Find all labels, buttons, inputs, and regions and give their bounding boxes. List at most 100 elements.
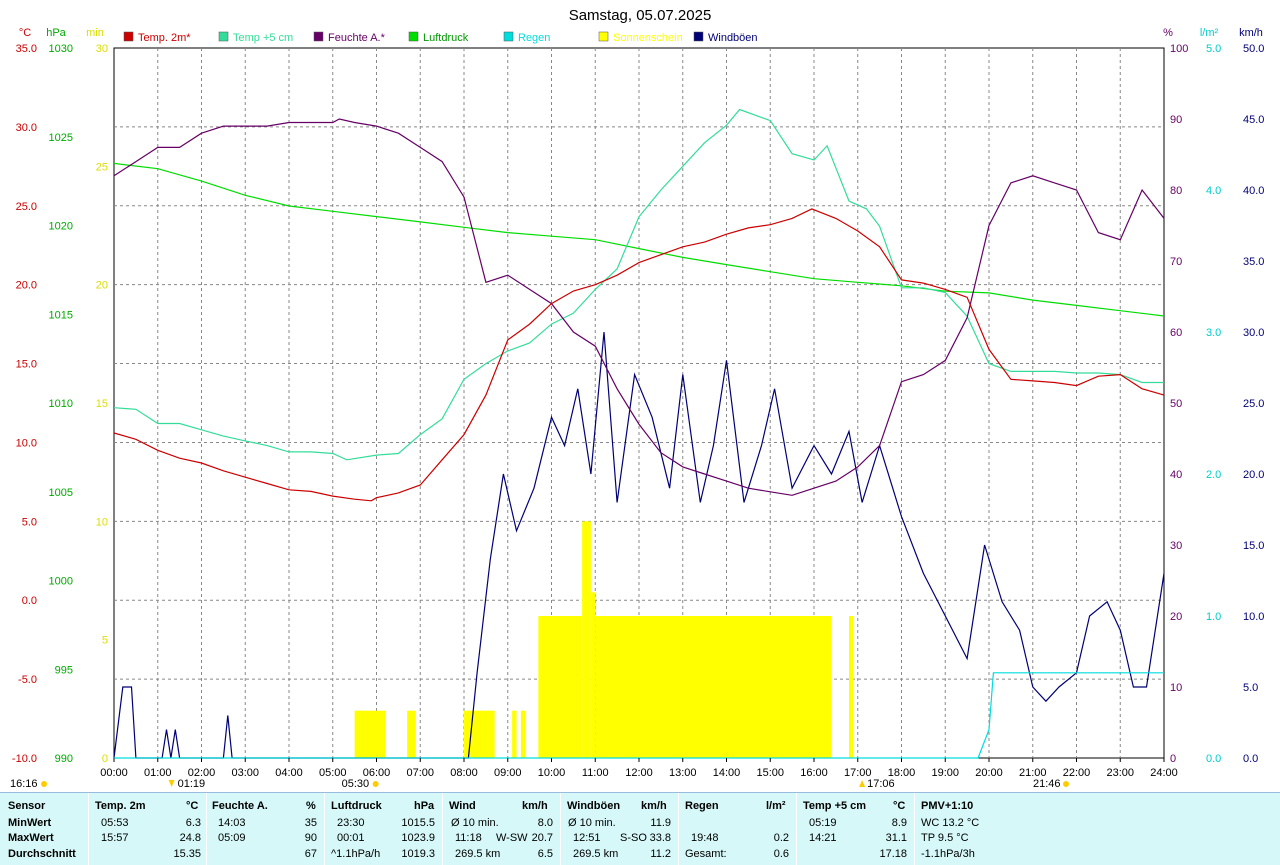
temp-5cm-line	[113, 108, 1164, 461]
pressure-line	[113, 162, 1165, 317]
temp2m-header: Temp. 2m	[95, 800, 146, 812]
minutes-tick-label: 15	[96, 398, 108, 410]
legend-swatch	[218, 31, 229, 42]
pressure-tick-label: 1020	[49, 221, 73, 233]
time-tick-label: 08:00	[450, 767, 478, 779]
axis-ticks: 35.0 30.0 25.0 20.0 15.0 10.0 5.0 0.0 -5.0 -10.0 1…	[12, 27, 1265, 779]
humidity-avg: 67	[304, 848, 317, 860]
humidity-tick-label: 0	[1170, 753, 1176, 765]
time-tick-label: 04:00	[275, 767, 303, 779]
rain-tick-label: 0.0	[1206, 753, 1221, 765]
temp2m-unit: °C	[186, 800, 199, 812]
wind-tick-label: 45.0	[1243, 114, 1264, 126]
wind-tick-label: 0.0	[1243, 753, 1258, 765]
pressure-min: 1015.5	[401, 817, 435, 829]
gusts-unit: km/h	[641, 800, 667, 812]
sunshine-bar	[538, 616, 583, 758]
sunset-label: 21:46	[1033, 778, 1061, 790]
legend-label: Feuchte A.*	[328, 32, 386, 44]
time-tick-label: 21:00	[1019, 767, 1047, 779]
time-tick-label: 24:00	[1150, 767, 1178, 779]
legend-swatch	[123, 31, 134, 42]
legend-swatch	[503, 31, 514, 42]
pressure-unit: hPa	[414, 800, 435, 812]
temp5-avg: 17.18	[879, 848, 907, 860]
sunset-icon	[1063, 781, 1069, 787]
wind-run: 269.5 km	[455, 848, 501, 860]
rain-tick-label: 3.0	[1206, 327, 1221, 339]
time-tick-label: 10:00	[538, 767, 566, 779]
time-tick-label: 18:00	[888, 767, 916, 779]
time-tick-label: 02:00	[188, 767, 216, 779]
humidity-tick-label: 90	[1170, 114, 1182, 126]
wind-avg: 6.5	[537, 848, 553, 860]
wind-unit: km/h	[522, 800, 548, 812]
temp2m-avg: 15.35	[173, 848, 201, 860]
humidity-tick-label: 20	[1170, 611, 1182, 623]
gusts-max-dir: S-SO	[620, 832, 647, 844]
time-tick-label: 01:00	[144, 767, 172, 779]
wind-tick-label: 50.0	[1243, 43, 1264, 55]
wind-axis-unit: km/h	[1239, 27, 1263, 39]
moonrise-label: 16:16	[10, 778, 38, 790]
humidity-tick-label: 70	[1170, 256, 1182, 268]
pressure-max-time: 00:01	[337, 832, 365, 844]
weather-chart: 35.0 30.0 25.0 20.0 15.0 10.0 5.0 0.0 -5.0 -10.0 1…	[10, 7, 1265, 790]
temp5-unit: °C	[893, 800, 906, 812]
pressure-tick-label: 1010	[49, 398, 73, 410]
rain-max: 0.2	[773, 832, 789, 844]
minutes-tick-label: 25	[96, 161, 108, 173]
pressure-max: 1023.9	[401, 832, 435, 844]
wind-tick-label: 20.0	[1243, 469, 1264, 481]
humidity-tick-label: 80	[1170, 185, 1182, 197]
legend-swatch	[598, 31, 609, 42]
sunshine-bar	[590, 592, 596, 758]
gusts-run: 269.5 km	[573, 848, 619, 860]
humidity-tick-label: 30	[1170, 540, 1182, 552]
time-tick-label: 12:00	[625, 767, 653, 779]
temp-tick-label: 5.0	[22, 516, 37, 528]
pmv-tp: TP 9.5 °C	[921, 832, 969, 844]
time-tick-label: 09:00	[494, 767, 522, 779]
noon-icon	[859, 780, 866, 787]
gusts-max-time: 12:51	[573, 832, 601, 844]
minutes-tick-label: 5	[102, 635, 108, 647]
rain-total-label: Gesamt:	[685, 848, 727, 860]
pressure-tick-label: 990	[55, 753, 73, 765]
legend-swatch	[408, 31, 419, 42]
temp-tick-label: 25.0	[16, 201, 37, 213]
temp-tick-label: 20.0	[16, 280, 37, 292]
gusts-avg-label: Ø 10 min.	[568, 817, 616, 829]
time-tick-label: 07:00	[406, 767, 434, 779]
temp-tick-label: 30.0	[16, 122, 37, 134]
pressure-tick-label: 1000	[49, 576, 73, 588]
temp-tick-label: -10.0	[12, 753, 37, 765]
pressure-avg: 1019.3	[401, 848, 435, 860]
minutes-axis-unit: min	[86, 27, 104, 39]
sunshine-bar	[849, 616, 854, 758]
wind-max-dir: W-SW	[496, 832, 528, 844]
sunshine-bar	[407, 710, 416, 758]
pressure-tick-label: 1015	[49, 309, 73, 321]
time-tick-label: 06:00	[363, 767, 391, 779]
legend-swatch	[313, 31, 324, 42]
pressure-tick-label: 1030	[49, 43, 73, 55]
wind-tick-label: 40.0	[1243, 185, 1264, 197]
time-tick-label: 03:00	[231, 767, 259, 779]
pressure-trend: ^1.1hPa/h	[331, 848, 381, 860]
rain-tick-label: 5.0	[1206, 43, 1221, 55]
legend: Temp. 2m* Temp +5 cm Feuchte A.* Luftdruck R…	[123, 31, 758, 44]
pmv-trend: -1.1hPa/3h	[921, 848, 975, 860]
temp-axis-unit: °C	[19, 27, 31, 39]
wind-tick-label: 35.0	[1243, 256, 1264, 268]
legend-label: Regen	[518, 32, 550, 44]
rain-tick-label: 2.0	[1206, 469, 1221, 481]
sunshine-bar	[354, 710, 386, 758]
legend-label: Luftdruck	[423, 32, 469, 44]
moonset-icon	[168, 780, 175, 787]
moonset-label: 01:19	[178, 778, 206, 790]
humidity-min: 35	[304, 817, 317, 829]
humidity-axis-unit: %	[1163, 27, 1173, 39]
temp-tick-label: 10.0	[16, 437, 37, 449]
rain-axis-unit: l/m²	[1200, 27, 1219, 39]
